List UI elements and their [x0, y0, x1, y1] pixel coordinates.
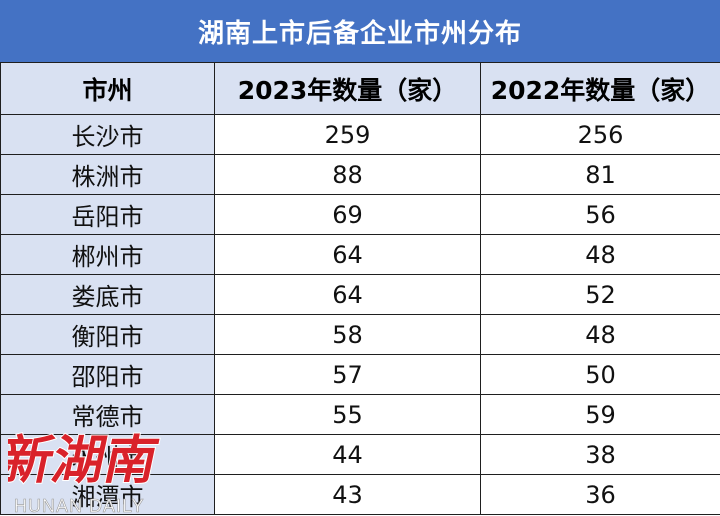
value-2022-cell: 59: [480, 394, 720, 435]
table-row: 湘潭市 43 36: [0, 474, 720, 515]
value-2023-cell: 43: [214, 474, 481, 515]
value-2023-cell: 55: [214, 394, 481, 435]
city-cell: 邵阳市: [0, 354, 215, 395]
city-cell: 长沙市: [0, 114, 215, 155]
value-2022-cell: 52: [480, 274, 720, 315]
city-cell: 衡阳市: [0, 314, 215, 355]
value-2023-cell: 69: [214, 194, 481, 235]
city-cell: 株洲市: [0, 154, 215, 195]
value-2022-cell: 50: [480, 354, 720, 395]
value-2023-cell: 88: [214, 154, 481, 195]
value-2023-cell: 64: [214, 234, 481, 275]
table-row: 长沙市 259 256: [0, 114, 720, 155]
city-cell: 岳阳市: [0, 194, 215, 235]
column-header-2022: 2022年数量（家）: [480, 62, 720, 115]
column-header-city: 市州: [0, 62, 215, 115]
data-table: 市州 2023年数量（家） 2022年数量（家） 长沙市 259 256 株洲市…: [0, 62, 720, 515]
table-row: 永州市 44 38: [0, 434, 720, 475]
table-row: 岳阳市 69 56: [0, 194, 720, 235]
value-2022-cell: 81: [480, 154, 720, 195]
value-2023-cell: 57: [214, 354, 481, 395]
value-2022-cell: 48: [480, 314, 720, 355]
city-cell: 湘潭市: [0, 474, 215, 515]
table-row: 郴州市 64 48: [0, 234, 720, 275]
table-row: 株洲市 88 81: [0, 154, 720, 195]
value-2022-cell: 36: [480, 474, 720, 515]
value-2023-cell: 44: [214, 434, 481, 475]
value-2022-cell: 48: [480, 234, 720, 275]
value-2022-cell: 56: [480, 194, 720, 235]
table-row: 衡阳市 58 48: [0, 314, 720, 355]
city-cell: 娄底市: [0, 274, 215, 315]
value-2023-cell: 259: [214, 114, 481, 155]
value-2022-cell: 256: [480, 114, 720, 155]
value-2023-cell: 64: [214, 274, 481, 315]
city-cell: 郴州市: [0, 234, 215, 275]
table-title: 湖南上市后备企业市州分布: [0, 0, 720, 62]
value-2023-cell: 58: [214, 314, 481, 355]
table-row: 常德市 55 59: [0, 394, 720, 435]
header-row: 市州 2023年数量（家） 2022年数量（家）: [0, 62, 720, 115]
column-header-2023: 2023年数量（家）: [214, 62, 481, 115]
table-row: 邵阳市 57 50: [0, 354, 720, 395]
city-cell: 常德市: [0, 394, 215, 435]
table-row: 娄底市 64 52: [0, 274, 720, 315]
value-2022-cell: 38: [480, 434, 720, 475]
city-cell: 永州市: [0, 434, 215, 475]
